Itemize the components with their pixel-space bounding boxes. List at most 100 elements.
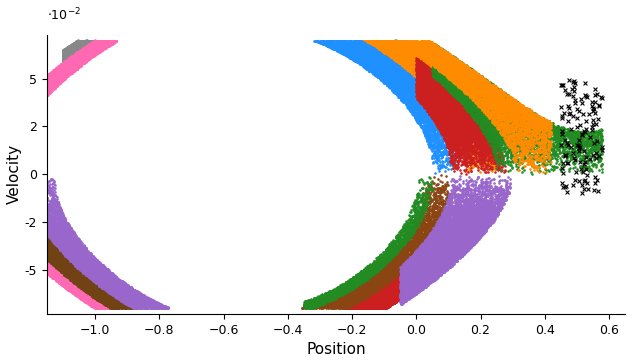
Point <box>403 276 413 282</box>
Point <box>473 111 483 116</box>
Point <box>387 274 397 280</box>
Point <box>396 56 406 62</box>
Point <box>442 70 452 76</box>
Point <box>99 288 109 294</box>
Point <box>455 94 465 100</box>
Point <box>416 277 427 282</box>
Point <box>437 264 447 269</box>
Point <box>377 290 387 296</box>
Point <box>490 135 501 141</box>
Point <box>391 55 401 61</box>
Point <box>580 159 590 165</box>
Point <box>300 299 310 305</box>
Point <box>436 70 446 75</box>
Point <box>399 224 409 230</box>
Point <box>411 270 421 276</box>
Point <box>56 241 66 247</box>
Point <box>97 265 107 271</box>
Point <box>361 41 371 47</box>
Point <box>369 290 379 296</box>
Point <box>368 301 378 306</box>
Point <box>401 47 411 53</box>
Point <box>74 294 84 300</box>
Point <box>480 78 490 84</box>
Point <box>83 296 93 301</box>
Point <box>419 63 429 68</box>
Point <box>368 295 378 301</box>
Point <box>449 258 459 264</box>
Point <box>69 44 79 50</box>
Point <box>83 47 93 53</box>
Point <box>459 97 470 103</box>
Point <box>374 264 384 269</box>
Point <box>524 114 534 120</box>
Point <box>59 277 70 282</box>
Point <box>401 262 411 268</box>
Point <box>64 64 74 70</box>
Point <box>78 48 88 54</box>
Point <box>88 293 98 298</box>
Point <box>476 79 486 84</box>
Point <box>438 126 448 132</box>
Point <box>48 249 58 254</box>
Point <box>465 136 475 142</box>
Point <box>372 44 382 50</box>
Point <box>410 224 420 230</box>
Point <box>416 72 426 78</box>
Point <box>379 289 389 295</box>
Point <box>485 124 495 130</box>
Point <box>452 247 462 253</box>
Point <box>437 226 447 232</box>
Point <box>108 290 118 296</box>
Point <box>399 289 410 295</box>
Point <box>420 74 430 79</box>
Point <box>384 46 394 52</box>
Point <box>427 257 437 262</box>
Point <box>96 39 106 45</box>
Point <box>87 303 97 309</box>
Point <box>546 126 556 131</box>
Point <box>50 258 60 264</box>
Point <box>402 286 412 292</box>
Point <box>90 289 100 294</box>
Point <box>403 294 413 300</box>
Point <box>554 128 564 134</box>
Point <box>356 43 366 48</box>
Point <box>377 259 387 265</box>
Point <box>480 142 490 147</box>
Point <box>490 208 501 214</box>
Point <box>137 292 147 297</box>
Point <box>88 41 99 47</box>
Point <box>438 121 448 127</box>
Point <box>76 38 87 44</box>
Point <box>427 70 437 76</box>
Point <box>63 56 73 62</box>
Point <box>379 78 389 84</box>
Point <box>447 62 458 68</box>
Point <box>407 288 417 293</box>
Point <box>390 285 400 291</box>
Point <box>504 109 514 115</box>
Point <box>445 84 455 90</box>
Point <box>396 294 406 300</box>
Point <box>367 52 377 58</box>
Point <box>415 102 425 107</box>
Point <box>501 121 511 127</box>
Point <box>47 83 57 89</box>
Point <box>91 39 101 44</box>
Point <box>485 138 495 143</box>
Point <box>353 304 363 310</box>
Point <box>483 103 494 108</box>
Point <box>372 67 382 72</box>
Point <box>333 293 343 298</box>
Point <box>102 301 112 306</box>
Point <box>74 292 84 297</box>
Point <box>123 283 133 289</box>
Point <box>463 104 473 110</box>
Point <box>470 114 480 120</box>
Point <box>361 301 371 307</box>
Point <box>379 298 389 304</box>
Point <box>410 251 420 257</box>
Point <box>414 270 424 276</box>
Point <box>495 199 505 205</box>
